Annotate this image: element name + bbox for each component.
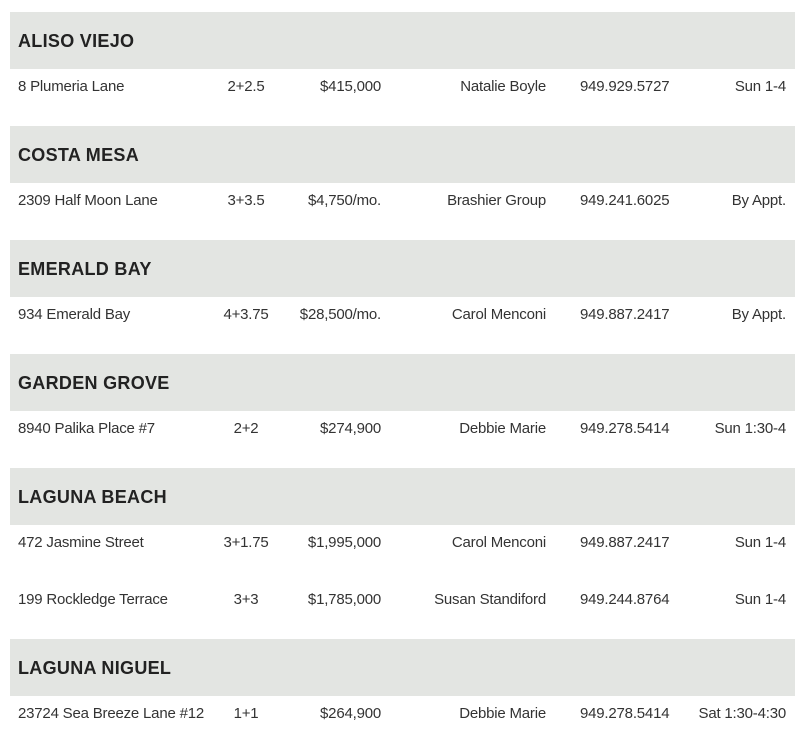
section-header: GARDEN GROVE (10, 354, 795, 411)
address: 2309 Half Moon Lane (18, 192, 158, 209)
address: 934 Emerald Bay (18, 306, 131, 323)
price: $1,995,000 (307, 534, 381, 551)
price: $4,750/mo. (307, 192, 381, 209)
agent: Carol Menconi (451, 306, 546, 323)
section-title: LAGUNA NIGUEL (18, 658, 172, 678)
section-header: ALISO VIEJO (10, 12, 795, 69)
open-house: By Appt. (731, 192, 786, 209)
agent: Brashier Group (447, 192, 546, 209)
phone: 949.929.5727 (580, 78, 670, 95)
phone: 949.887.2417 (580, 306, 670, 323)
beds-baths: 3+1.75 (223, 534, 269, 551)
address: 472 Jasmine Street (18, 534, 144, 551)
address: 23724 Sea Breeze Lane #12 (18, 705, 204, 722)
beds-baths: 1+1 (233, 705, 259, 722)
listing-row: 199 Rockledge Terrace 3+3 $1,785,000 Susan … (10, 582, 795, 639)
listing-row: 934 Emerald Bay 4+3.75 $28,500/mo. Carol Me… (10, 297, 795, 354)
agent: Carol Menconi (451, 534, 546, 551)
section-header: COSTA MESA (10, 126, 795, 183)
agent: Debbie Marie (459, 705, 546, 722)
listing-row: 23724 Sea Breeze Lane #12 1+1 $264,900 Debb… (10, 696, 795, 737)
agent: Debbie Marie (459, 420, 546, 437)
section-header: EMERALD BAY (10, 240, 795, 297)
price: $415,000 (320, 78, 381, 95)
section-title: ALISO VIEJO (18, 31, 135, 51)
open-house: By Appt. (731, 306, 786, 323)
agent: Natalie Boyle (460, 78, 546, 95)
price: $274,900 (320, 420, 381, 437)
beds-baths: 3+3 (233, 591, 259, 608)
section-header: LAGUNA BEACH (10, 468, 795, 525)
listing-row: 472 Jasmine Street 3+1.75 $1,995,000 Carol … (10, 525, 795, 582)
listing-row: 8 Plumeria Lane 2+2.5 $415,000 Natalie Boyl… (10, 69, 795, 126)
beds-baths: 2+2 (233, 420, 259, 437)
phone: 949.278.5414 (580, 420, 670, 437)
open-house: Sat 1:30-4:30 (698, 705, 787, 722)
section-header: LAGUNA NIGUEL (10, 639, 795, 696)
phone: 949.241.6025 (580, 192, 670, 209)
section-title: EMERALD BAY (18, 259, 152, 279)
section-title: LAGUNA BEACH (18, 487, 167, 507)
beds-baths: 3+3.5 (227, 192, 265, 209)
price: $264,900 (320, 705, 381, 722)
address: 199 Rockledge Terrace (18, 591, 168, 608)
price: $28,500/mo. (299, 306, 381, 323)
listing-row: 2309 Half Moon Lane 3+3.5 $4,750/mo. Brashi… (10, 183, 795, 240)
address: 8940 Palika Place #7 (18, 420, 155, 437)
open-house: Sun 1-4 (734, 591, 786, 608)
price: $1,785,000 (307, 591, 381, 608)
beds-baths: 2+2.5 (227, 78, 265, 95)
section-title: GARDEN GROVE (18, 373, 170, 393)
phone: 949.887.2417 (580, 534, 670, 551)
phone: 949.244.8764 (580, 591, 670, 608)
listing-row: 8940 Palika Place #7 2+2 $274,900 Debbie Ma… (10, 411, 795, 468)
open-house: Sun 1-4 (734, 534, 786, 551)
section-title: COSTA MESA (18, 145, 140, 165)
open-house: Sun 1-4 (734, 78, 786, 95)
beds-baths: 4+3.75 (223, 306, 269, 323)
phone: 949.278.5414 (580, 705, 670, 722)
address: 8 Plumeria Lane (18, 78, 125, 95)
agent: Susan Standiford (434, 591, 546, 608)
open-house: Sun 1:30-4 (714, 420, 787, 437)
